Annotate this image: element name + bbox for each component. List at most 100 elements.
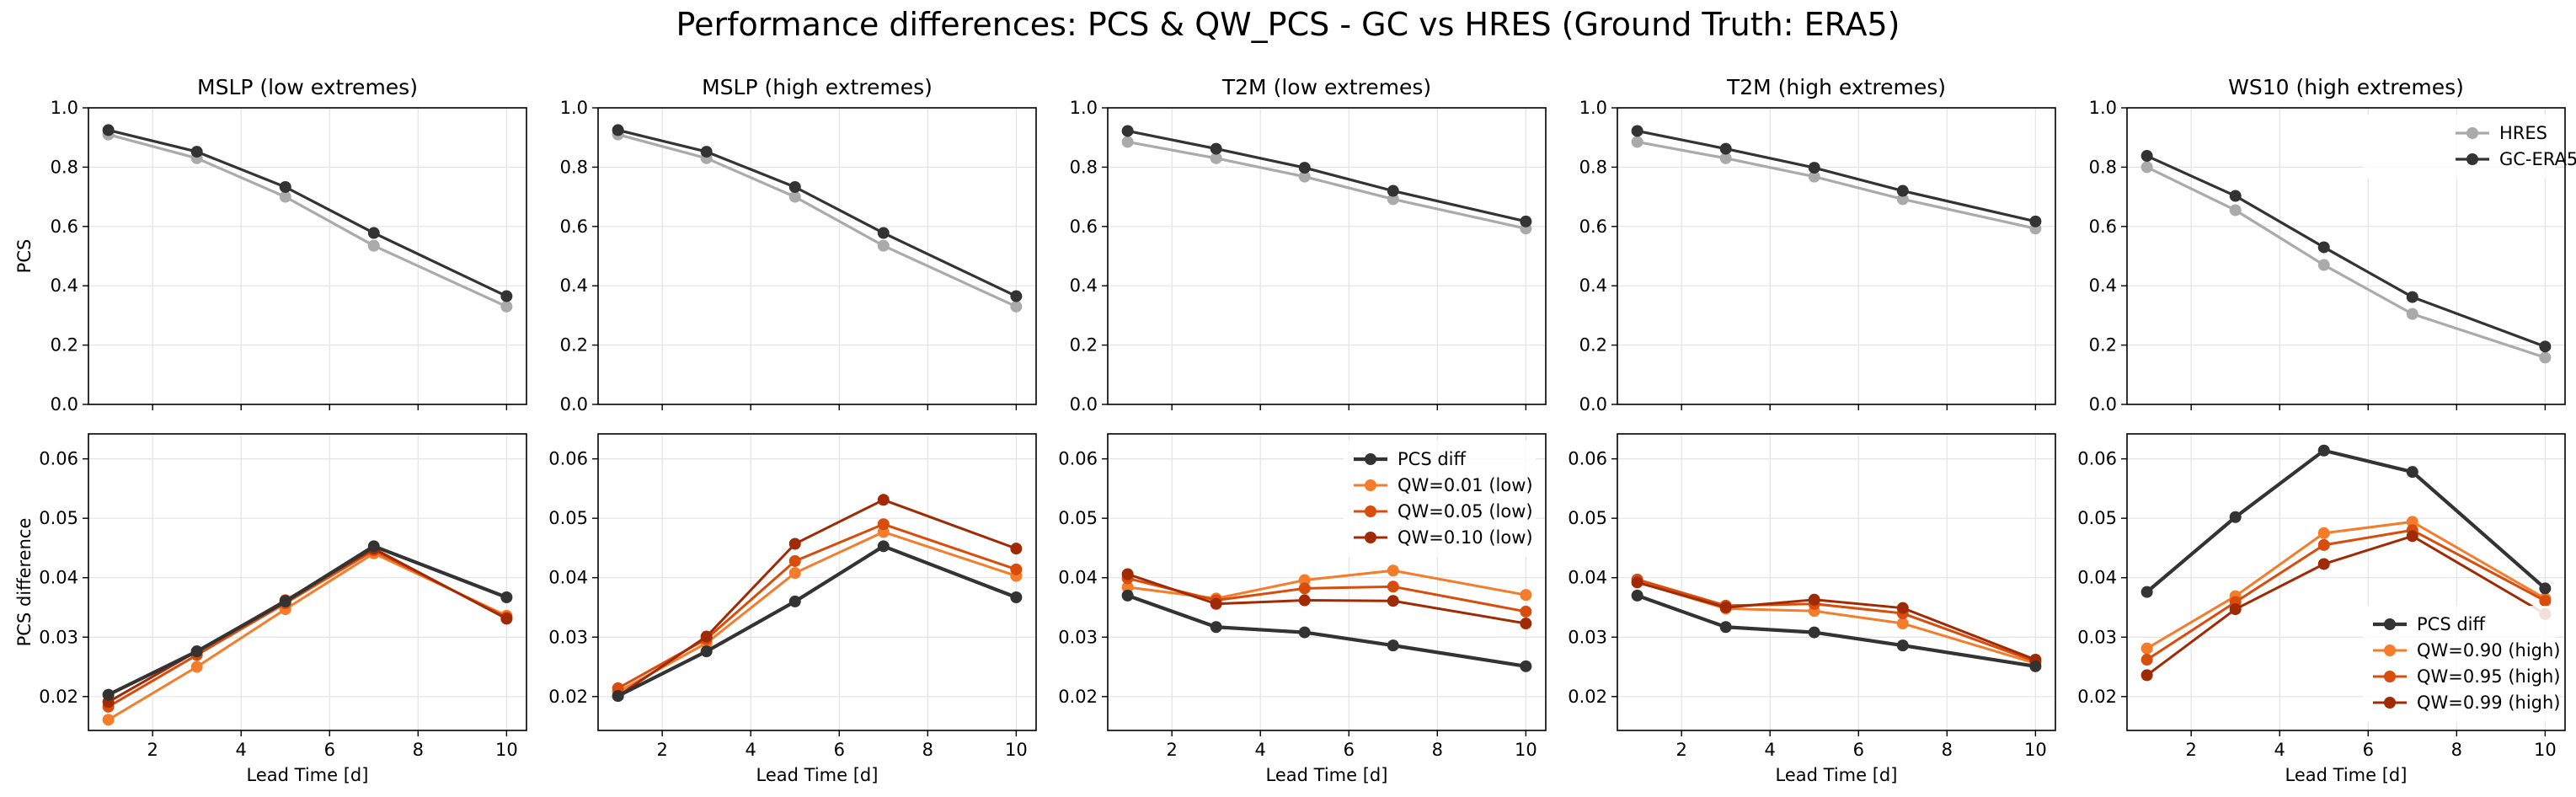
y-tick-label: 0.2 [1579, 335, 1607, 356]
legend-marker-qw-0-05-low [1365, 505, 1376, 517]
y-tick-label: 0.6 [2089, 217, 2117, 237]
series-line-gc-era5 [2146, 154, 2546, 348]
data-point-qw-0-90-high [2140, 642, 2153, 655]
legend-label-qw-0-90-high: QW=0.90 (high) [2417, 640, 2561, 661]
y-tick-label: 0.8 [1579, 157, 1607, 177]
data-point-hres [367, 239, 380, 252]
x-tick-label: 10 [2534, 740, 2557, 760]
data-point-gc-era5 [1631, 125, 1643, 137]
data-point-gc-era5 [877, 227, 890, 239]
x-tick-label: 8 [1942, 740, 1953, 760]
data-point-pcs-diff [1520, 660, 1532, 672]
axes-frame [1107, 433, 1547, 731]
x-tick-label: 2 [2185, 740, 2196, 760]
x-tick-label: 10 [1005, 740, 1028, 760]
data-point-gc-era5 [2406, 291, 2418, 303]
series-line-gc-era5 [617, 128, 1018, 297]
legend-label-pcs-diff: PCS diff [2417, 614, 2485, 634]
y-tick-label: 0.06 [548, 449, 588, 469]
data-point-pcs-diff [1387, 639, 1399, 652]
series-line-hres [1637, 140, 2036, 230]
y-tick-label: 0.04 [39, 568, 78, 588]
x-tick-label: 10 [1515, 740, 1537, 760]
data-point-pcs-diff [788, 595, 801, 607]
series-line-pcs-diff [617, 544, 1018, 698]
y-tick-label: 0.04 [548, 568, 588, 588]
y-tick-label: 0.06 [39, 449, 78, 469]
data-point-qw-0-01-low [102, 714, 115, 726]
data-point-hres [877, 239, 890, 252]
data-point-qw-0-99-high [1808, 593, 1820, 606]
data-point-gc-era5 [1808, 162, 1820, 174]
data-point-qw-0-01-low [1387, 564, 1399, 577]
data-point-gc-era5 [788, 180, 801, 193]
y-tick-label: 0.4 [51, 275, 78, 296]
y-tick-label: 0.0 [51, 394, 78, 415]
y-tick-label: 0.03 [39, 627, 78, 647]
data-point-gc-era5 [1010, 290, 1023, 302]
y-tick-label: 0.05 [1058, 508, 1098, 528]
data-point-qw-0-95-high [2317, 538, 2330, 551]
axes-frame [1617, 433, 2056, 731]
data-point-hres [279, 190, 291, 203]
y-tick-label: 0.06 [1058, 449, 1098, 469]
data-point-gc-era5 [1210, 142, 1222, 155]
axes-frame [2126, 433, 2566, 731]
axes-frame [1107, 107, 1547, 405]
data-point-qw-0-95-high [2140, 654, 2153, 666]
data-point-gc-era5 [612, 124, 624, 136]
y-tick-label: 0.4 [560, 275, 588, 296]
data-point-hres [2406, 308, 2418, 320]
panel-title: T2M (high extremes) [1726, 75, 1946, 99]
data-point-qw-0-10-low [1387, 595, 1399, 607]
legend-marker-qw-0-90-high [2384, 645, 2396, 656]
data-point-qw-0-10-low [1520, 618, 1532, 630]
data-point-gc-era5 [102, 124, 115, 136]
series-line-qw-0-95-high [1637, 578, 2036, 663]
data-point-pcs-diff [190, 645, 203, 658]
x-tick-label: 8 [922, 740, 933, 760]
legend-marker-pcs-diff [1365, 453, 1376, 465]
panel-10: 2 4 6 8 10 0.02 0.03 0.04 0.05 0.06 Lead Time [d] P… [2077, 433, 2566, 785]
legend-label-qw-0-10-low: QW=0.10 (low) [1398, 527, 1533, 548]
legend-box [2363, 606, 2555, 722]
data-point-qw-0-99-high [2317, 558, 2330, 570]
series-line-gc-era5 [108, 128, 508, 297]
series-line-qw-0-05-low [617, 522, 1017, 690]
panel-title: MSLP (low extremes) [197, 75, 418, 99]
series-line-gc-era5 [1127, 129, 1526, 223]
legend-box [2363, 115, 2555, 179]
legend-marker-qw-0-10-low [1365, 532, 1376, 543]
data-point-hres [500, 300, 513, 313]
series-line-pcs-diff [2146, 448, 2547, 594]
data-point-qw-0-90-high [1896, 618, 1909, 630]
legend-label-qw-0-99-high: QW=0.99 (high) [2417, 693, 2561, 713]
axes-frame [88, 433, 527, 731]
data-point-pcs-diff [1121, 589, 1134, 602]
y-tick-label: 0.0 [2089, 394, 2117, 415]
panel-9: 2 4 6 8 10 0.02 0.03 0.04 0.05 0.06 Lead Time [d] [1568, 433, 2056, 785]
data-point-qw-0-10-low [500, 612, 513, 625]
data-point-pcs-diff [2406, 466, 2418, 479]
data-point-pcs-diff [1896, 639, 1909, 652]
x-tick-label: 4 [236, 740, 247, 760]
y-tick-label: 0.06 [1568, 449, 1607, 469]
data-point-gc-era5 [1121, 125, 1134, 137]
x-tick-label: 2 [656, 740, 667, 760]
panel-4: 0.0 0.2 0.4 0.6 0.8 1.0 T2M (high extremes) [1579, 75, 2056, 415]
y-tick-label: 0.4 [1579, 275, 1607, 296]
axes-frame [2126, 107, 2566, 405]
series-line-qw-0-90-high [1637, 580, 2036, 665]
y-tick-label: 0.4 [1070, 275, 1098, 296]
series-line-pcs-diff [1126, 593, 1526, 668]
x-tick-label: 6 [1344, 740, 1355, 760]
panel-1: 0.0 0.2 0.4 0.6 0.8 1.0 MSLP (low extremes) PCS [14, 75, 527, 415]
data-point-hres [1387, 193, 1399, 206]
data-point-pcs-diff [500, 591, 513, 603]
data-point-gc-era5 [500, 290, 513, 302]
data-point-hres [1010, 300, 1023, 313]
data-point-qw-0-10-low [1210, 597, 1222, 610]
y-tick-label: 0.04 [1058, 568, 1098, 588]
y-tick-label: 0.02 [2077, 687, 2117, 707]
data-point-hres [1896, 193, 1909, 206]
